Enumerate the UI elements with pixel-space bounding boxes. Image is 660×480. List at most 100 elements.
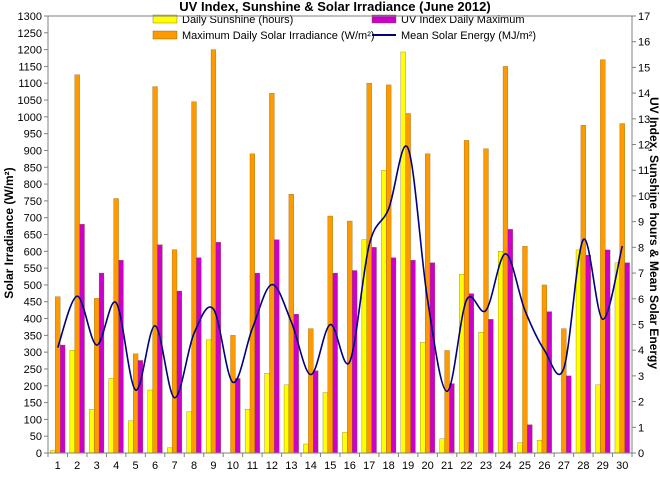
bar-maximum-daily-solar-irradiance-w-m-4 xyxy=(113,198,119,454)
x-tick-label: 12 xyxy=(266,460,278,472)
bar-daily-sunshine-hours-25 xyxy=(517,442,523,454)
chart-title: UV Index, Sunshine & Solar Irradiance (J… xyxy=(179,0,490,14)
bar-daily-sunshine-hours-15 xyxy=(322,392,328,454)
bar-daily-sunshine-hours-7 xyxy=(167,447,173,454)
y-left-tick-label: 850 xyxy=(24,162,42,174)
bar-maximum-daily-solar-irradiance-w-m-27 xyxy=(561,328,567,454)
bar-uv-index-daily-maximum-21 xyxy=(449,383,455,454)
y-left-tick-label: 950 xyxy=(24,129,42,141)
line-layer xyxy=(56,145,624,399)
bar-uv-index-daily-maximum-30 xyxy=(624,262,630,454)
bar-uv-index-daily-maximum-23 xyxy=(488,319,494,454)
y-right-tick-label: 3 xyxy=(638,371,644,383)
bar-uv-index-daily-maximum-16 xyxy=(352,270,358,454)
bar-uv-index-daily-maximum-8 xyxy=(196,257,202,454)
x-tick-label: 27 xyxy=(558,460,570,472)
x-tick-label: 25 xyxy=(519,460,531,472)
y-right-tick-label: 15 xyxy=(638,62,650,74)
bar-maximum-daily-solar-irradiance-w-m-9 xyxy=(210,49,217,454)
bar-daily-sunshine-hours-30 xyxy=(614,262,620,454)
bar-uv-index-daily-maximum-20 xyxy=(429,262,436,454)
bar-daily-sunshine-hours-9 xyxy=(206,339,212,454)
y-right-tick-label: 12 xyxy=(638,140,650,152)
y-right-tick-label: 10 xyxy=(638,191,650,203)
x-tick-label: 11 xyxy=(247,460,258,472)
bar-daily-sunshine-hours-19 xyxy=(400,51,406,454)
y-left-tick-label: 100 xyxy=(24,414,42,426)
bar-maximum-daily-solar-irradiance-w-m-10 xyxy=(230,335,236,454)
x-tick-label: 24 xyxy=(499,460,511,472)
y-left-tick-label: 1150 xyxy=(18,61,42,73)
x-tick-label: 6 xyxy=(152,460,158,472)
bar-daily-sunshine-hours-13 xyxy=(283,384,290,454)
y-left-tick-label: 0 xyxy=(36,448,42,460)
x-tick-label: 13 xyxy=(285,460,297,472)
bar-maximum-daily-solar-irradiance-w-m-6 xyxy=(152,86,158,454)
x-tick-label: 10 xyxy=(227,460,239,472)
bar-maximum-daily-solar-irradiance-w-m-16 xyxy=(347,220,353,454)
y-left-tick-label: 500 xyxy=(24,280,42,292)
bar-daily-sunshine-hours-3 xyxy=(89,409,95,454)
x-tick-label: 21 xyxy=(441,460,453,472)
bar-uv-index-daily-maximum-10 xyxy=(235,378,241,454)
y-left-tick-label: 50 xyxy=(30,431,42,443)
y-right-tick-label: 6 xyxy=(638,294,644,306)
bar-maximum-daily-solar-irradiance-w-m-29 xyxy=(600,59,606,454)
y-right-tick-label: 5 xyxy=(638,319,644,331)
x-tick-label: 8 xyxy=(191,460,197,472)
x-tick-label: 26 xyxy=(538,460,550,472)
bar-daily-sunshine-hours-22 xyxy=(459,274,465,454)
bar-daily-sunshine-hours-24 xyxy=(498,251,504,454)
bar-maximum-daily-solar-irradiance-w-m-14 xyxy=(308,328,314,454)
bar-maximum-daily-solar-irradiance-w-m-24 xyxy=(502,66,509,454)
bar-daily-sunshine-hours-26 xyxy=(536,439,543,454)
y-right-tick-label: 16 xyxy=(638,37,650,49)
y-right-tick-label: 1 xyxy=(638,422,644,434)
x-tick-label: 5 xyxy=(133,460,139,472)
y-left-tick-label: 1200 xyxy=(18,45,42,57)
bar-daily-sunshine-hours-28 xyxy=(575,249,582,454)
y-left-tick-label: 150 xyxy=(24,398,42,410)
x-tick-label: 14 xyxy=(305,460,317,472)
y-right-tick-label: 11 xyxy=(638,165,649,177)
bar-maximum-daily-solar-irradiance-w-m-12 xyxy=(269,93,275,454)
bar-daily-sunshine-hours-20 xyxy=(420,342,426,454)
x-tick-label: 1 xyxy=(55,460,61,472)
bars-layer xyxy=(50,49,630,454)
x-tick-label: 18 xyxy=(383,460,395,472)
bar-daily-sunshine-hours-11 xyxy=(244,409,251,454)
bar-daily-sunshine-hours-21 xyxy=(439,438,445,454)
bar-maximum-daily-solar-irradiance-w-m-1 xyxy=(55,296,61,454)
y-right-tick-label: 8 xyxy=(638,242,644,254)
x-tick-label: 2 xyxy=(74,460,80,472)
x-tick-label: 30 xyxy=(616,460,628,472)
bar-uv-index-daily-maximum-4 xyxy=(118,260,124,454)
y-left-tick-label: 200 xyxy=(24,381,42,393)
y-left-tick-label: 1300 xyxy=(18,11,42,23)
x-tick-label: 17 xyxy=(363,460,375,472)
bar-uv-index-daily-maximum-3 xyxy=(98,272,105,454)
legend-swatch-daily-sunshine-hours xyxy=(152,14,178,24)
legend-label-mean-solar-energy-mj-m: Mean Solar Energy (MJ/m²) xyxy=(401,30,536,42)
bar-maximum-daily-solar-irradiance-w-m-28 xyxy=(580,125,586,454)
x-tick-label: 9 xyxy=(210,460,216,472)
legend-swatch-uv-index-daily-maximum xyxy=(371,14,397,24)
bar-uv-index-daily-maximum-25 xyxy=(527,424,533,454)
axes-layer: 0501001502002503003504004505005506006507… xyxy=(18,11,651,472)
y-left-tick-label: 750 xyxy=(24,196,42,208)
y-right-tick-label: 13 xyxy=(638,114,650,126)
bar-maximum-daily-solar-irradiance-w-m-19 xyxy=(405,113,411,454)
y-left-tick-label: 600 xyxy=(24,246,42,258)
x-tick-label: 3 xyxy=(94,460,100,472)
y-right-tick-label: 14 xyxy=(638,88,650,100)
bar-uv-index-daily-maximum-29 xyxy=(605,249,611,454)
bar-uv-index-daily-maximum-17 xyxy=(371,247,377,454)
bar-uv-index-daily-maximum-27 xyxy=(566,375,572,454)
bar-uv-index-daily-maximum-18 xyxy=(390,257,397,454)
x-tick-label: 4 xyxy=(113,460,119,472)
bar-uv-index-daily-maximum-2 xyxy=(79,224,85,454)
bar-uv-index-daily-maximum-26 xyxy=(546,311,552,454)
bar-maximum-daily-solar-irradiance-w-m-2 xyxy=(74,74,80,454)
